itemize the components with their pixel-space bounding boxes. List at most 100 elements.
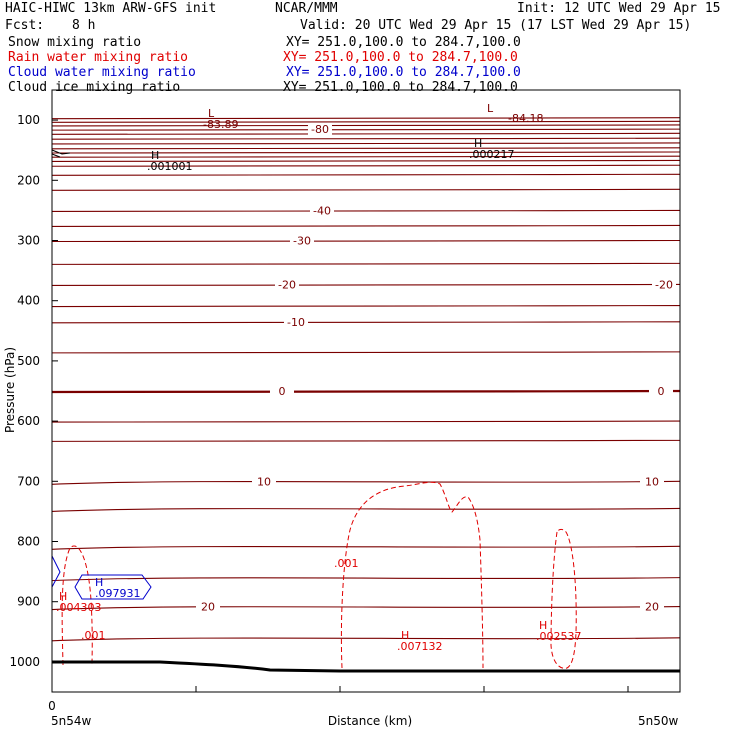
org-text: NCAR/MMM [275,1,338,16]
isotherm-line [51,605,681,611]
contour-label: 10 [257,475,271,488]
contour-label: -40 [313,204,331,217]
contour-label: -20 [278,278,296,291]
contour-label-bg [308,123,332,136]
isotherm-line [51,480,681,485]
snow-high-right: .000217 [469,148,515,161]
isotherm-line [51,389,681,394]
high-marker: H [59,590,67,603]
fcst-label: Fcst: [5,18,45,33]
cloud-water-contour-edge [51,555,61,588]
low-marker: L [487,102,494,115]
plot-frame [51,89,681,693]
rain-high-left: .004303 [56,601,102,614]
contour-label: 20 [201,601,215,614]
contour-label: -20 [655,278,673,291]
contour-label-bg [649,385,673,397]
isotherm-line [51,209,681,212]
high-marker: H [539,619,547,632]
x-tick-label-0: 0 [48,699,56,713]
rain-high-right: .002537 [536,630,582,643]
x-axis-title: Distance (km) [328,714,412,728]
isotherm-line [51,283,681,286]
contour-label: 20 [645,601,659,614]
low-value-left: -83.89 [203,118,238,131]
contour-label-bg [275,278,299,291]
isotherm-line [51,351,681,354]
isotherm-line [51,188,681,191]
y-tick-label: 400 [17,294,40,308]
contour-label: 10 [645,475,659,488]
contour-label-bg [640,475,664,488]
y-tick-label: 600 [17,414,40,428]
y-tick-label: 1000 [9,655,40,669]
isotherm-line [51,147,681,150]
contour-label: -30 [293,235,311,248]
isotherm-line [51,439,681,442]
y-tick-label: 200 [17,173,40,187]
isotherm-line [51,164,681,167]
rain-label-left: .001 [81,629,106,642]
isotherm-line [51,142,681,145]
field-rain-name: Rain water mixing ratio [8,50,189,65]
rain-high-center: .007132 [397,640,443,653]
fcst-value: 8 h [72,18,96,33]
isotherm-line [51,637,681,642]
contour-label: 0 [658,385,665,398]
isotherm-line [51,262,681,265]
x-end-label-left: 5n54w [51,714,92,728]
y-axis-title: Pressure (hPa) [3,347,17,433]
field-cloudwater-name: Cloud water mixing ratio [8,65,196,80]
x-ticks [195,686,629,692]
y-tick-label: 500 [17,354,40,368]
field-snow-name: Snow mixing ratio [8,35,142,50]
field-cloudice-name: Cloud ice mixing ratio [8,80,181,95]
contour-label-bg [310,204,334,217]
y-tick-label: 700 [17,474,40,488]
isotherm-line [51,137,681,140]
snow-contour-small [51,149,71,158]
init-text: Init: 12 UTC Wed 29 Apr 15 [517,1,721,16]
low-marker: L [208,107,215,120]
field-cloudice-xy: XY= 251.0,100.0 to 284.7,100.0 [283,80,518,95]
contour-label-bg [652,278,676,291]
extrema-labels: L -83.89 L -84.18 H .001001 H .000217 H … [56,102,582,653]
contour-label: 0 [279,385,286,398]
isotherm-line [51,132,681,135]
cloud-water-contours [51,555,152,600]
title-text: HAIC-HIWC 13km ARW-GFS init [5,1,217,16]
high-marker: H [151,149,159,162]
contour-label-bg [290,234,314,247]
rain-contour-right [550,528,577,669]
isotherm-line [51,321,681,324]
contour-label-bg [640,600,664,613]
isotherm-line [51,120,681,123]
temperature-contours: -80 -40 -30 -20 -20 -10 0 0 10 10 20 20 [51,117,681,642]
isotherm-line [51,128,681,131]
isotherm-line [51,124,681,127]
isotherm-line [51,507,681,512]
y-tick-label: 800 [17,535,40,549]
contour-label-bg [196,600,220,613]
isotherm-line [51,159,681,162]
isotherm-line [51,420,681,423]
rain-contours [61,481,577,669]
isotherm-line [51,151,681,154]
contour-label-bg [270,385,294,397]
field-cloudwater-xy: XY= 251.0,100.0 to 284.7,100.0 [286,65,521,80]
x-end-label-right: 5n50w [638,714,679,728]
snow-high-left: .001001 [147,160,193,173]
isotherm-line [51,545,681,550]
y-tick-label: 900 [17,595,40,609]
isotherm-line [51,155,681,158]
contour-label-bg [284,315,308,328]
contour-label-bg [252,475,276,488]
isotherm-line [51,173,681,176]
isotherm-line [51,239,681,243]
cloud-water-high: .097931 [95,587,141,600]
high-marker: H [474,137,482,150]
y-tick-label: 100 [17,113,40,127]
isotherm-line [51,577,681,582]
isotherm-line [51,117,681,120]
